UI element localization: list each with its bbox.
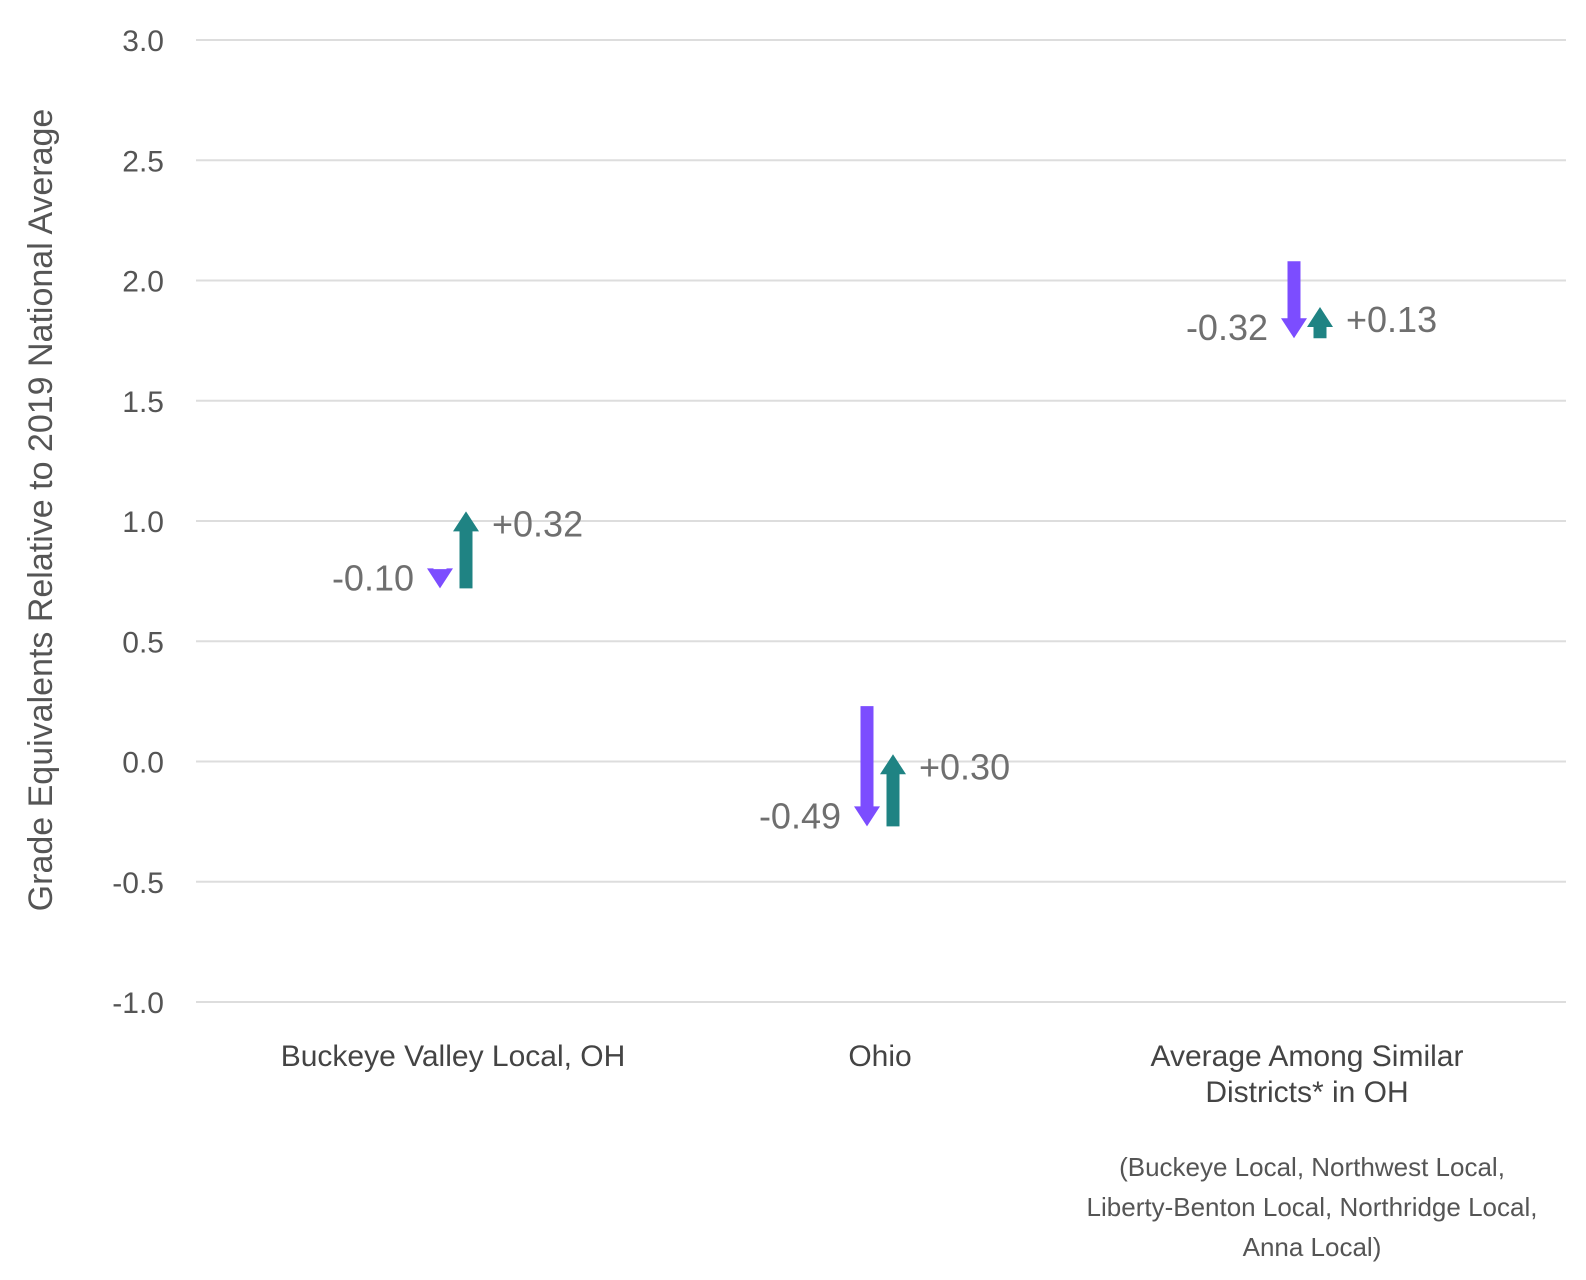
category-labels: -0.10 +0.32 Buckeye Valley Local, OH -0.49 +…	[281, 299, 1538, 1262]
recovery-arrow	[880, 754, 906, 827]
y-tick-label: -1.0	[112, 987, 164, 1020]
y-tick-label: 0.0	[122, 747, 164, 780]
y-tick-label: 1.0	[122, 506, 164, 539]
category-label: Buckeye Valley Local, OH	[281, 1040, 626, 1073]
decline-label: -0.49	[759, 795, 841, 836]
decline-arrow	[427, 568, 453, 589]
y-tick-label: 2.0	[122, 266, 164, 299]
category-label: Ohio	[848, 1040, 911, 1073]
y-tick-label: 2.5	[122, 145, 164, 178]
grid-layer	[196, 39, 1566, 1003]
recovery-label: +0.13	[1346, 299, 1437, 340]
decline-arrow	[1281, 261, 1307, 339]
decline-label: -0.32	[1186, 307, 1268, 348]
category-note: Liberty-Benton Local, Northridge Local,	[1087, 1192, 1538, 1222]
category-note: (Buckeye Local, Northwest Local,	[1119, 1152, 1505, 1182]
recovery-arrow	[1307, 306, 1333, 339]
y-tick-label: 0.5	[122, 626, 164, 659]
category-label: Districts* in OH	[1205, 1076, 1408, 1109]
y-axis-title: Grade Equivalents Relative to 2019 Natio…	[22, 109, 60, 912]
y-tick-labels: 3.0 2.5 2.0 1.5 1.0 0.5 0.0 -0.5 -1.0	[112, 25, 164, 1020]
y-tick-label: 3.0	[122, 25, 164, 58]
category-label: Average Among Similar	[1151, 1040, 1464, 1073]
y-tick-label: 1.5	[122, 386, 164, 419]
recovery-label: +0.32	[492, 503, 583, 544]
category-note: Anna Local)	[1243, 1232, 1382, 1262]
decline-arrow	[854, 706, 880, 827]
y-tick-label: -0.5	[112, 867, 164, 900]
recovery-label: +0.30	[919, 746, 1010, 787]
recovery-arrow	[453, 511, 479, 589]
decline-label: -0.10	[332, 557, 414, 598]
arrow-marks	[427, 261, 1333, 827]
